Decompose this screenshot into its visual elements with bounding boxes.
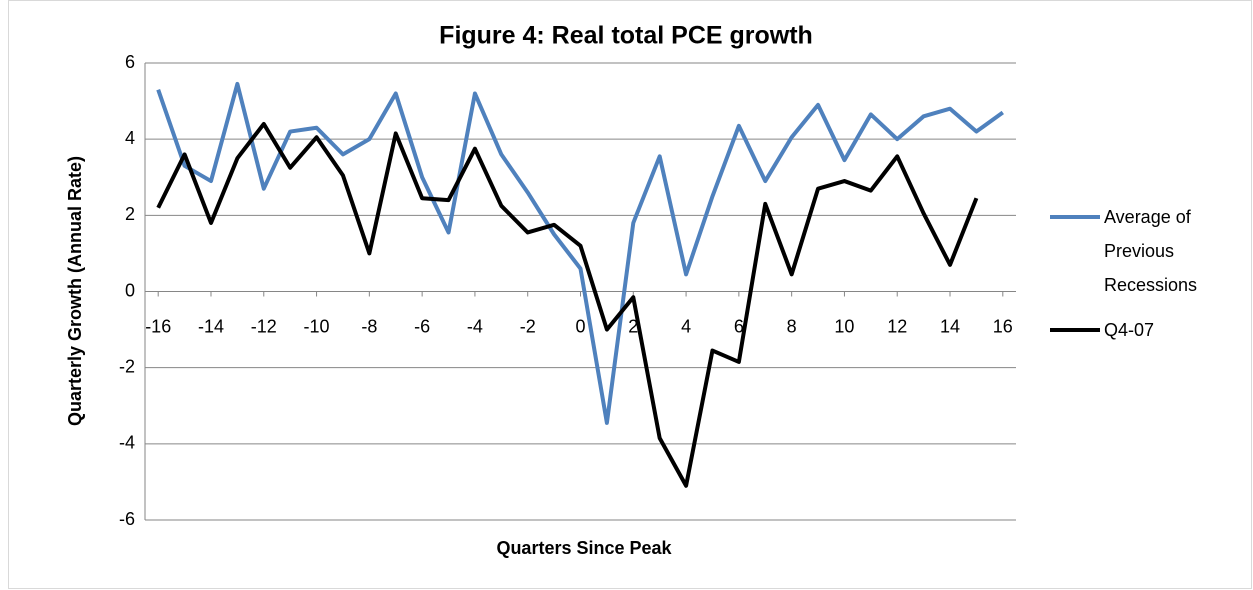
x-tick-label: 8 — [787, 316, 797, 336]
chart-title: Figure 4: Real total PCE growth — [439, 22, 813, 50]
y-axis-title: Quarterly Growth (Annual Rate) — [65, 156, 85, 426]
chart-border — [8, 0, 1252, 589]
y-tick-label: 6 — [125, 52, 135, 72]
y-tick-label: 2 — [125, 204, 135, 224]
x-axis-title: Quarters Since Peak — [496, 538, 672, 558]
legend-label: Q4-07 — [1104, 320, 1155, 340]
x-tick-label: -4 — [467, 316, 483, 336]
x-tick-label: 10 — [834, 316, 854, 336]
x-tick-label: 2 — [628, 316, 638, 336]
x-tick-label: 6 — [734, 316, 744, 336]
data-line — [156, 121, 979, 488]
y-tick-label: -2 — [119, 356, 135, 376]
x-tick-label: 12 — [887, 316, 907, 336]
y-tick-label: 0 — [125, 280, 135, 300]
legend-label: Average of Previous Recessions — [1104, 207, 1198, 295]
x-tick-label: 14 — [940, 316, 960, 336]
y-tick-label: 4 — [125, 128, 135, 148]
x-tick-label: -2 — [520, 316, 536, 336]
x-tick-label: 4 — [681, 316, 691, 336]
x-tick-label: 16 — [993, 316, 1013, 336]
x-tick-label: -6 — [414, 316, 430, 336]
x-tick-label: -10 — [304, 316, 330, 336]
y-tick-label: -6 — [119, 509, 135, 529]
x-tick-label: -16 — [145, 316, 171, 336]
data-line — [156, 81, 1004, 425]
x-tick-label: -14 — [198, 316, 224, 336]
x-tick-label: -8 — [361, 316, 377, 336]
x-tick-label: 0 — [575, 316, 585, 336]
y-tick-label: -4 — [119, 433, 135, 453]
x-tick-label: -12 — [251, 316, 277, 336]
